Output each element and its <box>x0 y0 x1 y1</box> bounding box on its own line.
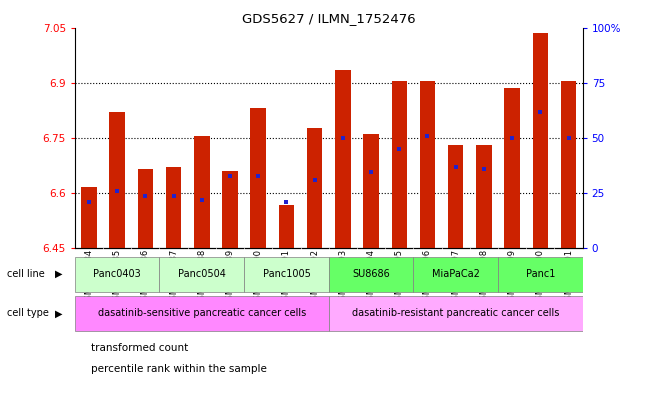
Bar <box>448 145 464 248</box>
Bar <box>335 70 351 248</box>
Text: MiaPaCa2: MiaPaCa2 <box>432 269 480 279</box>
Text: cell type: cell type <box>7 309 48 318</box>
Bar <box>279 206 294 248</box>
Bar <box>420 81 436 248</box>
Bar <box>166 167 182 248</box>
Bar <box>81 187 97 248</box>
Bar <box>505 88 520 248</box>
Bar <box>363 134 379 248</box>
Text: Panc1005: Panc1005 <box>262 269 311 279</box>
Bar <box>413 257 498 292</box>
Text: transformed count: transformed count <box>91 343 188 353</box>
Bar <box>561 81 576 248</box>
Bar <box>498 257 583 292</box>
Text: ▶: ▶ <box>55 269 63 279</box>
Bar <box>391 81 407 248</box>
Text: percentile rank within the sample: percentile rank within the sample <box>91 364 267 375</box>
Text: Panc0504: Panc0504 <box>178 269 226 279</box>
Bar <box>222 171 238 248</box>
Text: GDS5627 / ILMN_1752476: GDS5627 / ILMN_1752476 <box>242 12 415 25</box>
Bar <box>137 169 153 248</box>
Bar <box>533 33 548 248</box>
Bar <box>251 108 266 248</box>
Text: dasatinib-resistant pancreatic cancer cells: dasatinib-resistant pancreatic cancer ce… <box>352 309 559 318</box>
Bar <box>159 257 244 292</box>
Bar <box>307 129 322 248</box>
Bar <box>109 112 125 248</box>
Bar <box>75 296 329 331</box>
Text: ▶: ▶ <box>55 309 63 318</box>
Bar <box>194 136 210 248</box>
Bar <box>329 257 413 292</box>
Text: dasatinib-sensitive pancreatic cancer cells: dasatinib-sensitive pancreatic cancer ce… <box>98 309 306 318</box>
Text: Panc0403: Panc0403 <box>93 269 141 279</box>
Text: cell line: cell line <box>7 269 44 279</box>
Text: Panc1: Panc1 <box>525 269 555 279</box>
Bar <box>75 257 159 292</box>
Text: SU8686: SU8686 <box>352 269 390 279</box>
Bar <box>476 145 492 248</box>
Bar <box>329 296 583 331</box>
Bar <box>244 257 329 292</box>
